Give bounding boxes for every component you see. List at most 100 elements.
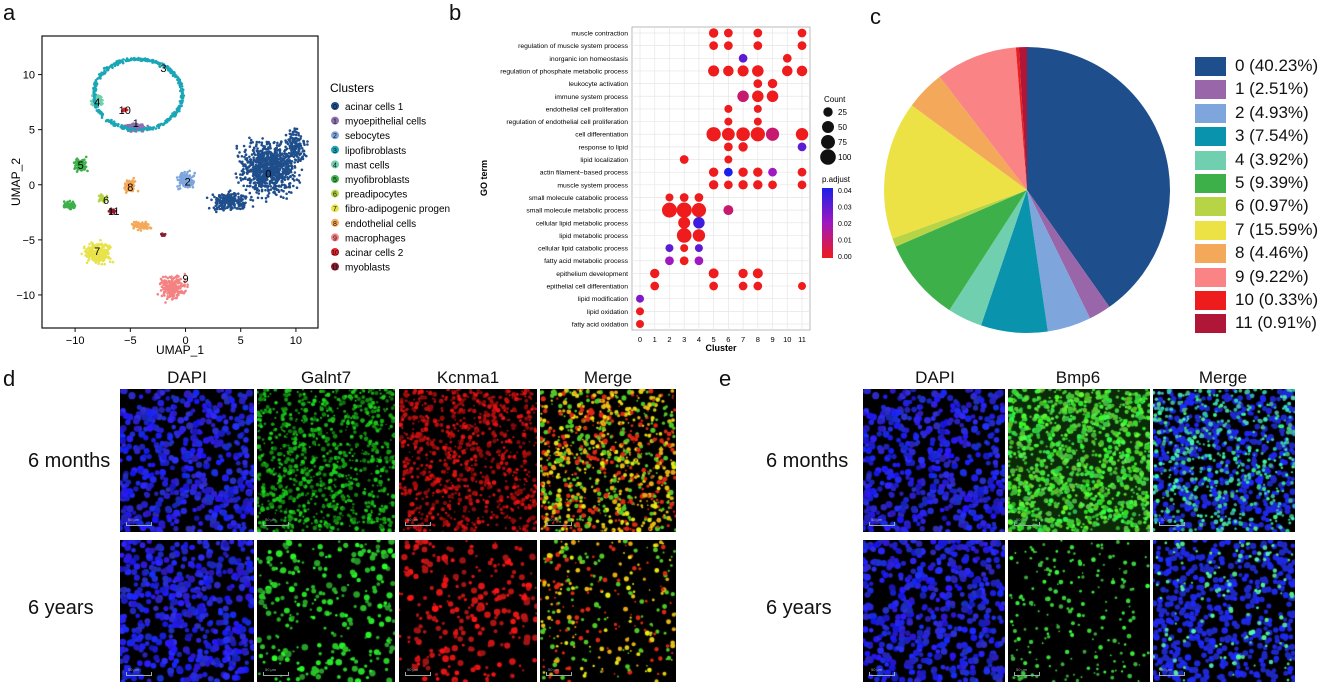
go-dot xyxy=(680,244,689,253)
row-label-6-months-e: 6 months xyxy=(766,450,849,472)
count-legend-dot xyxy=(820,149,836,165)
umap-legend: 0 acinar cells 1 1 myoepithelial cells 2 sebo… xyxy=(331,102,450,274)
pie-legend-swatch xyxy=(1195,197,1226,217)
row-label-6-years-d: 6 years xyxy=(28,597,94,619)
go-dot xyxy=(665,256,674,266)
go-dot xyxy=(753,180,763,190)
umap-cluster-label-6: 6 xyxy=(103,195,109,207)
umap-legend-item: 10 acinar cells 2 xyxy=(331,248,404,259)
count-legend-label: 50 xyxy=(838,123,847,132)
scale-bar xyxy=(405,672,431,676)
legend-label: endothelial cells xyxy=(345,219,416,230)
go-dot xyxy=(750,127,765,142)
go-term-label: regulation of phosphate metabolic proces… xyxy=(500,68,628,75)
dotplot-cluster-ticks: 0 1 2 3 4 5 6 7 8 9 10 11 xyxy=(638,335,806,344)
pie-legend-label: 5 (9.39%) xyxy=(1235,173,1309,192)
go-dot xyxy=(738,53,748,63)
scale-bar xyxy=(1014,522,1040,526)
go-dot xyxy=(694,193,704,202)
go-term-label: leukocyte activation xyxy=(569,81,629,88)
go-term-label: regulation of endothelial cell prolifera… xyxy=(506,119,628,126)
legend-dot xyxy=(331,175,339,183)
panel-letter-b: b xyxy=(449,0,462,25)
umap-ylabel: UMAP_2 xyxy=(9,158,23,206)
pie-slice-10 xyxy=(1015,47,1027,191)
scale-bar xyxy=(263,522,289,526)
dotplot-frame xyxy=(631,26,811,331)
go-dot xyxy=(650,281,660,291)
umap-xtick: 10 xyxy=(290,335,302,347)
go-dot xyxy=(753,79,763,88)
umap-xtick: 0 xyxy=(182,335,188,347)
scale-bar-label: 50 μm xyxy=(407,667,419,672)
pie-legend-swatch xyxy=(1195,80,1226,100)
umap-legend-item: 4 mast cells xyxy=(331,160,389,171)
umap-legend-item: 8 endothelial cells xyxy=(331,218,416,230)
scale-bar-label: 50 μm xyxy=(1016,517,1028,522)
go-dot xyxy=(723,41,733,51)
go-dot xyxy=(661,202,677,218)
micrograph-d-6-years-galnt7: 50 μm xyxy=(257,540,395,682)
go-dot xyxy=(691,202,707,218)
pie-slice-4 xyxy=(949,190,1027,326)
go-dot xyxy=(724,104,733,113)
scale-bar xyxy=(126,522,152,526)
go-dot xyxy=(753,104,762,113)
micrograph-d-6-months-kcnma1: 50 μm xyxy=(399,389,537,532)
go-dot xyxy=(724,117,733,126)
legend-dot xyxy=(331,131,339,140)
pie-legend-label: 8 (4.46%) xyxy=(1235,243,1309,263)
pie-slice-0 xyxy=(1027,47,1170,307)
go-term-label: lipid oxidation xyxy=(587,309,628,316)
legend-label: myofibroblasts xyxy=(345,175,409,186)
scale-bar xyxy=(1014,672,1040,676)
row-label-6-years-e: 6 years xyxy=(766,597,832,619)
micrograph-d-6-months-dapi: 50 μm xyxy=(120,389,254,532)
cluster-tick-label: 3 xyxy=(682,335,686,344)
go-dot xyxy=(738,281,748,291)
go-dot xyxy=(795,128,809,141)
go-dot xyxy=(723,205,734,216)
scale-bar-label: 50 μm xyxy=(407,517,419,522)
go-dot xyxy=(723,167,733,177)
go-dot xyxy=(694,244,703,253)
go-dot xyxy=(753,28,763,38)
umap-xtick: −5 xyxy=(124,335,137,347)
legend-label: fibro-adipogenic progenitors xyxy=(345,204,450,215)
go-dot xyxy=(737,90,749,103)
go-dot xyxy=(706,127,721,142)
scale-bar-label: 50 μm xyxy=(265,667,277,672)
legend-dot-number: 10 xyxy=(331,250,339,257)
pie-legend-swatch xyxy=(1195,127,1226,147)
panel-letter-d: d xyxy=(3,366,16,391)
legend-dot-number: 7 xyxy=(333,206,337,213)
go-dot xyxy=(650,268,660,279)
umap-points xyxy=(62,56,309,304)
padjust-tick: 0.00 xyxy=(838,254,852,261)
go-dot xyxy=(692,229,706,242)
umap-legend-item: 2 sebocytes xyxy=(331,131,390,142)
go-dot xyxy=(752,268,763,279)
go-dot xyxy=(782,65,793,77)
col-header-dapi-e: DAPI xyxy=(915,368,955,387)
go-dot xyxy=(709,281,719,291)
dotplot-grid xyxy=(632,27,810,330)
go-dot xyxy=(708,180,719,190)
go-term-label: fatty acid oxidation xyxy=(572,322,629,329)
legend-label: myoepithelial cells xyxy=(345,117,426,128)
row-label-6-months-d: 6 months xyxy=(28,450,111,472)
go-term-label: cell differentiation xyxy=(575,132,628,139)
cluster-pie-chart xyxy=(883,46,1170,334)
go-term-label: epithelial cell differentiation xyxy=(547,284,629,291)
go-term-label: lipid localization xyxy=(580,157,628,164)
go-dot xyxy=(679,155,689,164)
col-header-dapi-d: DAPI xyxy=(167,368,207,387)
go-dot xyxy=(676,228,692,243)
cluster-tick-label: 1 xyxy=(653,335,657,344)
umap-legend-item: 3 lipofibroblasts xyxy=(331,145,406,157)
padjust-tick: 0.01 xyxy=(838,238,852,245)
padjust-tick: 0.02 xyxy=(838,221,852,228)
umap-cluster-labels: 0 1 2 3 4 5 6 7 8 9 10 11 xyxy=(78,63,272,285)
cluster-tick-label: 10 xyxy=(783,335,791,344)
